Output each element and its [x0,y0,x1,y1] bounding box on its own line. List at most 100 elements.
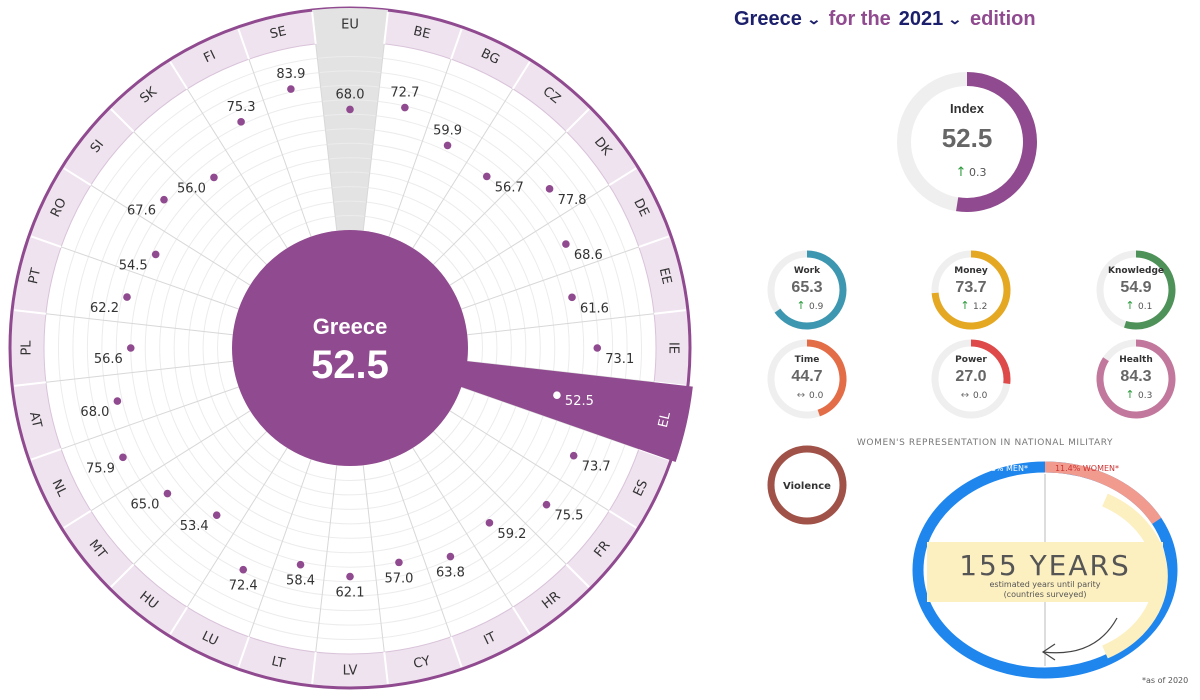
country-name: Greece [734,7,802,30]
country-tab-label: BE [412,24,432,42]
spoke-line [186,447,288,608]
data-label: 83.9 [276,67,305,82]
data-label: 56.0 [177,181,206,196]
tab-divider [450,636,463,668]
data-point [568,293,576,302]
data-point [569,451,578,460]
military-title: WOMEN'S REPRESENTATION IN NATIONAL MILIT… [857,438,1113,448]
up-arrow-icon: ↑ [1125,388,1134,401]
spoke-line [467,313,655,336]
data-label: 75.5 [555,509,584,524]
domain-value: 65.3 [791,279,822,296]
data-label: 59.2 [497,527,526,542]
data-label: 57.0 [384,571,413,586]
data-point [401,103,409,112]
data-point [346,105,354,114]
country-tab-label: IE [666,342,681,354]
spoke-line [90,184,251,286]
domain-value: 54.9 [1120,279,1151,296]
spoke-line [248,459,312,637]
ring-progress [1096,339,1176,419]
ring-progress [1124,250,1176,330]
gridline-ring [202,200,498,496]
gridline-ring [144,142,556,554]
country-tab-label: CY [412,654,432,672]
year-selector[interactable]: 2021 ⌄ [899,8,970,31]
country-tab-label: EU [341,18,359,33]
spoke-line [461,246,639,310]
domain-name: Health [1119,355,1153,365]
data-point [212,511,221,519]
data-label: 67.6 [127,204,156,219]
data-point [485,519,494,527]
spoke-line [248,59,312,237]
tab-divider [14,381,47,387]
spoke-line [186,88,288,249]
country-tab-label: EE [656,266,674,285]
up-arrow-icon: ↑ [960,299,969,312]
ring-change-value: 1.2 [973,302,987,312]
spoke-line [362,43,385,231]
tab-divider [608,167,637,187]
data-label: 56.7 [495,180,524,195]
ring-progress [767,445,847,525]
data-point [443,141,452,150]
gridline-ring [188,186,512,510]
data-point [210,173,218,182]
tab-divider [169,61,189,90]
center-index-value: 52.5 [311,343,389,387]
gridline-ring [173,171,527,525]
data-point [113,397,122,405]
ring-change-value: 0.3 [1138,391,1152,401]
chevron-down-icon: ⌄ [947,10,963,27]
country-selector[interactable]: Greece ⌄ [734,8,829,31]
arrow-head-icon [1041,643,1056,661]
country-tab-label: ES [631,477,652,498]
spoke-line [412,88,514,249]
data-point [119,453,127,462]
data-label: 62.1 [336,586,365,601]
tab-divider [63,167,92,187]
up-arrow-icon: ↑ [1125,299,1134,312]
spoke-line [315,465,338,653]
ring-change-value: 0.0 [973,391,988,401]
ring-progress [774,250,847,330]
domain-name: Work [794,266,821,276]
spoke-line [133,131,267,265]
spoke-line [449,184,610,286]
gridline-ring [57,55,643,641]
tab-divider [110,108,135,133]
spoke-line [433,431,567,565]
gridline-ring [159,157,541,539]
data-point [237,118,245,126]
country-tab-label: NL [49,477,70,499]
data-label: 72.7 [390,86,419,101]
spoke-line [133,431,267,565]
domain-value: 73.7 [955,279,986,296]
ring-progress [970,339,1011,384]
country-tab-label: LT [270,654,286,672]
spoke-line [90,410,251,512]
tab-divider [169,606,189,635]
data-point [553,391,561,400]
gridline-ring [217,215,483,481]
domain-value: 84.3 [1120,368,1151,385]
spoke-line [61,386,239,450]
spoke-line [362,465,385,653]
spoke-line [388,59,452,237]
tab-divider [638,235,670,248]
military-footnote: *as of 2020 [1142,676,1189,685]
years-headline: 155 YEARS [959,549,1131,582]
years-subtitle: estimated years until parity [989,580,1100,589]
highlight-country-wedge [457,360,693,462]
ring-change-value: 0.1 [1138,302,1152,312]
headline-band [927,542,1163,602]
men-share-label: 88.6% MEN* [978,464,1028,473]
center-disc [232,230,468,466]
up-arrow-icon: ↑ [956,165,967,180]
years-subtitle-2: (countries surveyed) [1004,590,1087,599]
tab-divider [383,651,389,684]
data-label: 59.9 [433,123,462,138]
